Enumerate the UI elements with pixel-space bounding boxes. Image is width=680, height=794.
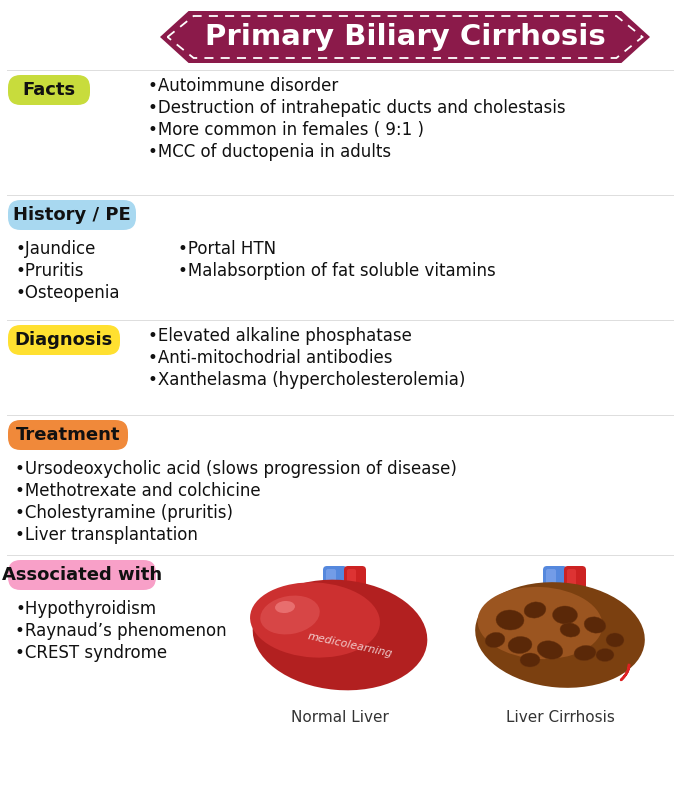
Ellipse shape bbox=[275, 601, 295, 613]
Text: Primary Biliary Cirrhosis: Primary Biliary Cirrhosis bbox=[205, 23, 605, 51]
Text: •Raynaud’s phenomenon: •Raynaud’s phenomenon bbox=[15, 622, 226, 640]
Ellipse shape bbox=[560, 622, 580, 638]
FancyBboxPatch shape bbox=[8, 200, 136, 230]
FancyBboxPatch shape bbox=[8, 325, 120, 355]
FancyBboxPatch shape bbox=[567, 569, 576, 663]
Text: •MCC of ductopenia in adults: •MCC of ductopenia in adults bbox=[148, 143, 391, 161]
Text: •More common in females ( 9:1 ): •More common in females ( 9:1 ) bbox=[148, 121, 424, 139]
Text: •Pruritis: •Pruritis bbox=[15, 262, 84, 280]
FancyBboxPatch shape bbox=[344, 566, 366, 669]
Text: Normal Liver: Normal Liver bbox=[291, 710, 389, 725]
Ellipse shape bbox=[253, 580, 427, 690]
Ellipse shape bbox=[508, 637, 532, 653]
Ellipse shape bbox=[496, 610, 524, 630]
Text: History / PE: History / PE bbox=[13, 206, 131, 224]
FancyBboxPatch shape bbox=[326, 569, 336, 668]
FancyBboxPatch shape bbox=[323, 566, 347, 674]
FancyBboxPatch shape bbox=[8, 420, 128, 450]
Text: •Liver transplantation: •Liver transplantation bbox=[15, 526, 198, 544]
FancyBboxPatch shape bbox=[546, 569, 556, 668]
Ellipse shape bbox=[260, 596, 320, 634]
Ellipse shape bbox=[584, 617, 606, 633]
Ellipse shape bbox=[553, 606, 577, 624]
Text: •Autoimmune disorder: •Autoimmune disorder bbox=[148, 77, 338, 95]
FancyBboxPatch shape bbox=[8, 560, 156, 590]
Ellipse shape bbox=[250, 582, 380, 657]
Ellipse shape bbox=[606, 633, 624, 647]
Text: •Cholestyramine (pruritis): •Cholestyramine (pruritis) bbox=[15, 504, 233, 522]
Text: •CREST syndrome: •CREST syndrome bbox=[15, 644, 167, 662]
Text: •Malabsorption of fat soluble vitamins: •Malabsorption of fat soluble vitamins bbox=[178, 262, 496, 280]
Text: Associated with: Associated with bbox=[2, 566, 162, 584]
Ellipse shape bbox=[596, 649, 614, 661]
Text: Facts: Facts bbox=[22, 81, 75, 99]
Ellipse shape bbox=[574, 646, 596, 661]
FancyBboxPatch shape bbox=[564, 566, 586, 669]
Text: •Portal HTN: •Portal HTN bbox=[178, 240, 276, 258]
Text: •Osteopenia: •Osteopenia bbox=[15, 284, 120, 302]
Polygon shape bbox=[160, 11, 650, 63]
Text: Treatment: Treatment bbox=[16, 426, 120, 444]
Text: •Hypothyroidism: •Hypothyroidism bbox=[15, 600, 156, 618]
FancyBboxPatch shape bbox=[543, 566, 567, 674]
Text: •Elevated alkaline phosphatase: •Elevated alkaline phosphatase bbox=[148, 327, 412, 345]
Ellipse shape bbox=[475, 582, 645, 688]
Text: Liver Cirrhosis: Liver Cirrhosis bbox=[505, 710, 615, 725]
Ellipse shape bbox=[537, 641, 563, 659]
Text: •Methotrexate and colchicine: •Methotrexate and colchicine bbox=[15, 482, 260, 500]
Text: •Anti-mitochodrial antibodies: •Anti-mitochodrial antibodies bbox=[148, 349, 392, 367]
Text: Diagnosis: Diagnosis bbox=[15, 331, 113, 349]
Text: •Jaundice: •Jaundice bbox=[15, 240, 95, 258]
Text: medicolearning: medicolearning bbox=[307, 631, 394, 659]
Text: •Destruction of intrahepatic ducts and cholestasis: •Destruction of intrahepatic ducts and c… bbox=[148, 99, 566, 117]
Ellipse shape bbox=[524, 602, 546, 619]
Ellipse shape bbox=[520, 653, 540, 667]
Text: •Xanthelasma (hypercholesterolemia): •Xanthelasma (hypercholesterolemia) bbox=[148, 371, 465, 389]
Ellipse shape bbox=[485, 633, 505, 648]
FancyBboxPatch shape bbox=[8, 75, 90, 105]
Ellipse shape bbox=[477, 587, 602, 659]
Text: •Ursodeoxycholic acid (slows progression of disease): •Ursodeoxycholic acid (slows progression… bbox=[15, 460, 457, 478]
FancyBboxPatch shape bbox=[347, 569, 356, 663]
